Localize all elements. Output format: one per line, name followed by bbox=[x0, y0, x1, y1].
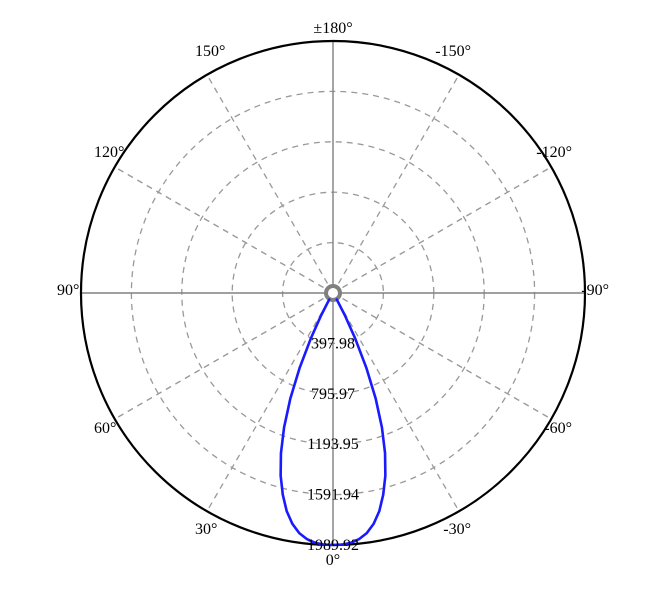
r-tick-label: 397.98 bbox=[311, 335, 355, 352]
angle-label: 60° bbox=[94, 420, 116, 437]
polar-chart: 397.98795.971193.951591.941989.92±180°15… bbox=[0, 0, 666, 603]
angle-label: -60° bbox=[544, 420, 572, 437]
angle-label: 150° bbox=[195, 43, 225, 60]
angle-label: -90° bbox=[581, 282, 609, 299]
angle-label: ±180° bbox=[313, 20, 352, 37]
angle-label: 120° bbox=[94, 144, 124, 161]
r-tick-label: 1591.94 bbox=[307, 487, 359, 504]
angle-label: -30° bbox=[443, 521, 471, 538]
angle-label: 0° bbox=[326, 552, 340, 569]
angle-label: -150° bbox=[435, 43, 471, 60]
r-tick-label: 1193.95 bbox=[307, 436, 358, 453]
angle-label: 90° bbox=[57, 282, 79, 299]
angle-label: -120° bbox=[536, 144, 572, 161]
angle-label: 30° bbox=[195, 521, 217, 538]
r-tick-label: 795.97 bbox=[311, 386, 355, 403]
